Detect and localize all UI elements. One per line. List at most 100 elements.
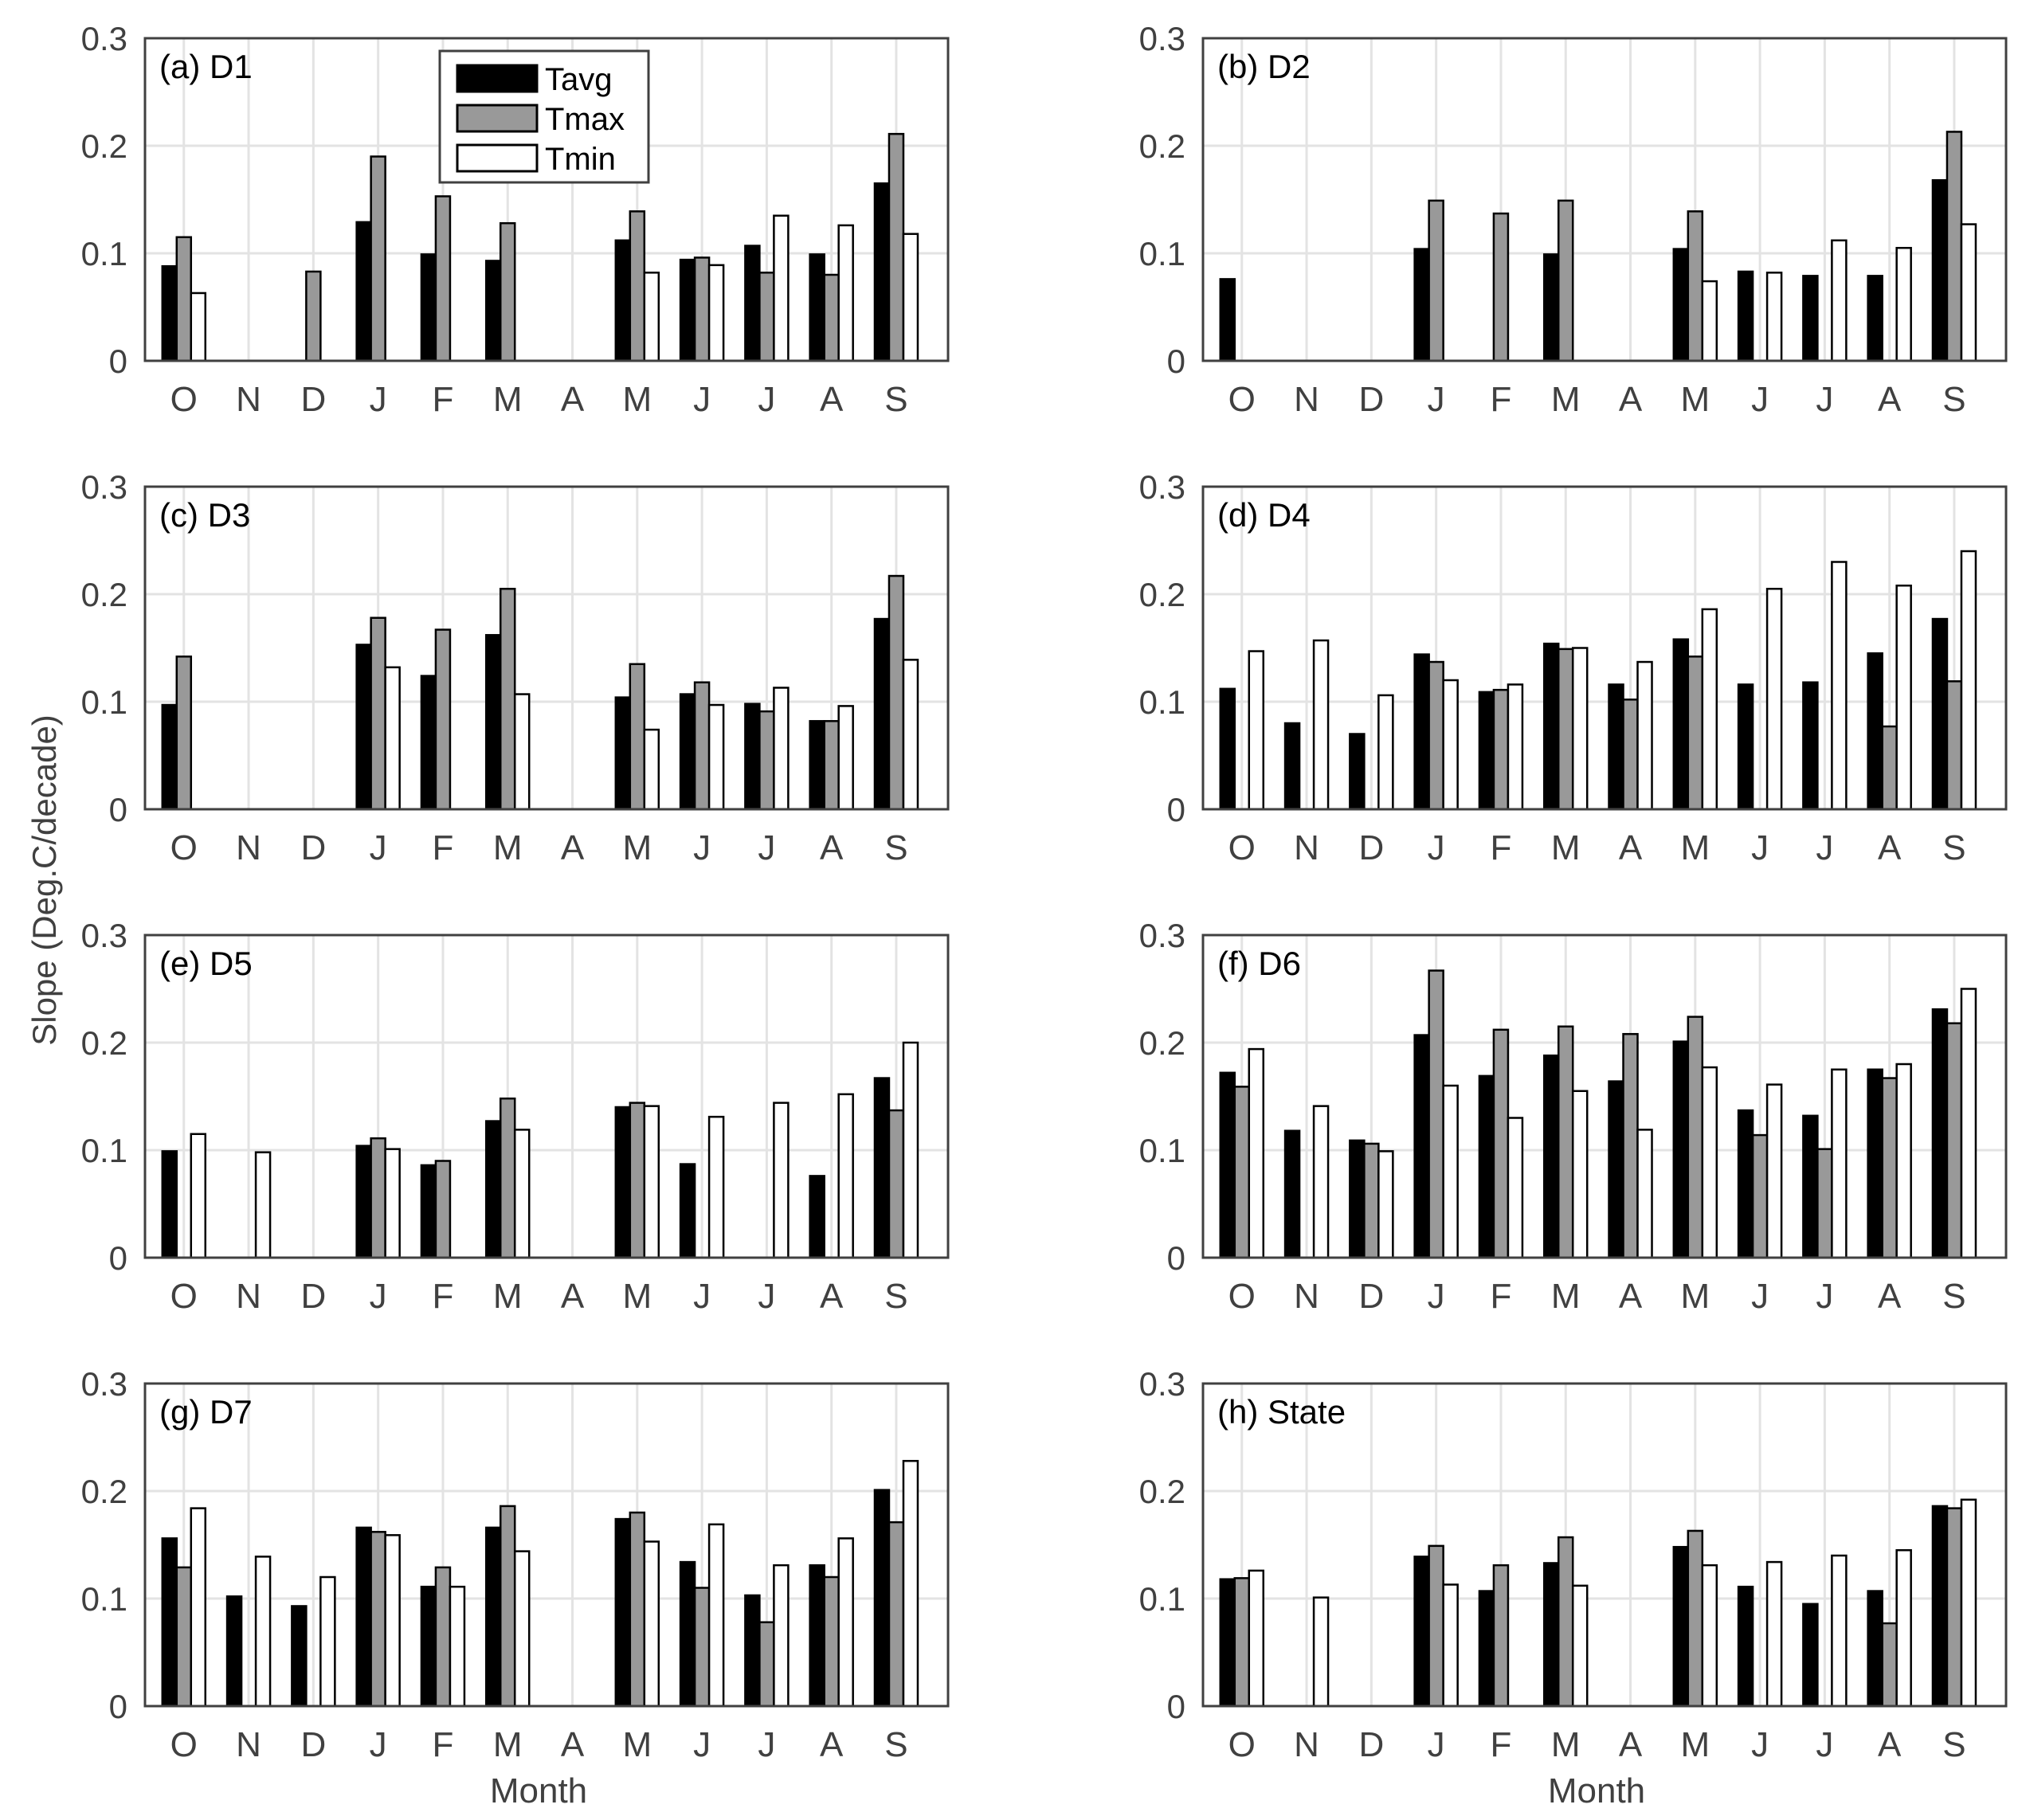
y-tick-label: 0 <box>1167 1239 1185 1277</box>
x-tick-label: J <box>1428 1277 1445 1316</box>
bar-tavg-m-6 <box>1542 1562 1560 1708</box>
x-tick-label: D <box>300 828 326 867</box>
x-tick-label: A <box>820 380 844 419</box>
bar-tmax-d-3 <box>1363 1142 1380 1259</box>
x-tick-label: A <box>561 828 585 867</box>
bar-tmin-j-10 <box>1831 1068 1848 1259</box>
bar-tmax-j-4 <box>1428 1544 1444 1708</box>
y-tick-label: 0.1 <box>81 1580 127 1618</box>
y-tick-label: 0.3 <box>81 468 127 506</box>
x-tick-label: A <box>1619 1277 1643 1316</box>
x-tick-label: A <box>1878 1277 1902 1316</box>
bar-tmin-o-1 <box>190 1507 207 1708</box>
bar-tavg-j-4 <box>1413 1556 1430 1708</box>
x-tick-label: F <box>1490 1277 1511 1316</box>
bar-tmin-m-8 <box>1701 1564 1718 1708</box>
y-tick-label: 0.3 <box>81 917 127 954</box>
x-tick-label: J <box>1428 828 1445 867</box>
bar-tmin-j-9 <box>1765 1560 1783 1708</box>
x-tick-label: S <box>884 828 907 867</box>
bar-tavg-f-5 <box>420 253 437 362</box>
bar-tmin-n-2 <box>1312 1105 1330 1259</box>
bar-tmin-j-9 <box>1765 272 1783 362</box>
bar-tmin-s-12 <box>1960 1498 1977 1708</box>
bar-tmin-j-9 <box>707 1523 725 1708</box>
bar-tavg-m-6 <box>484 1526 502 1708</box>
bar-tavg-f-5 <box>1478 1074 1495 1259</box>
bar-tavg-m-6 <box>1542 253 1560 362</box>
y-tick-label: 0.3 <box>1139 917 1185 954</box>
legend-swatch-tmin <box>456 143 539 173</box>
panel-title: (h) State <box>1217 1393 1346 1431</box>
bar-tavg-j-9 <box>1737 270 1754 362</box>
bar-tmin-j-9 <box>1765 1083 1783 1259</box>
y-tick-label: 0 <box>109 1239 127 1277</box>
bar-tmin-d-3 <box>319 1575 336 1708</box>
x-tick-label: J <box>1816 380 1833 419</box>
bar-tavg-j-4 <box>1413 248 1430 362</box>
y-tick-label: 0.3 <box>81 20 127 57</box>
bar-tmax-m-8 <box>629 210 646 362</box>
x-tick-label: M <box>1680 1277 1710 1316</box>
legend-label-tmax: Tmax <box>545 102 625 137</box>
x-tick-label: S <box>1942 380 1965 419</box>
y-axis-label: Slope (Deg.C/decade) <box>25 714 63 1046</box>
bar-tavg-a-11 <box>1867 652 1883 811</box>
x-tick-label: A <box>1878 1725 1902 1764</box>
bar-tmin-a-11 <box>1895 1063 1912 1259</box>
bar-tmax-m-6 <box>1557 1536 1574 1708</box>
bar-tmax-a-7 <box>1622 699 1639 811</box>
bar-tmax-m-6 <box>499 588 516 811</box>
x-tick-label: J <box>693 1725 711 1764</box>
y-tick-label: 0.2 <box>81 1473 127 1510</box>
bar-tmin-s-12 <box>1960 550 1977 811</box>
bar-tmin-s-12 <box>1960 988 1977 1259</box>
bar-tmax-f-5 <box>434 195 452 362</box>
x-tick-label: M <box>622 828 652 867</box>
bar-tavg-j-10 <box>1802 681 1819 811</box>
bar-tavg-a-11 <box>809 720 825 811</box>
y-tick-label: 0.3 <box>1139 468 1185 506</box>
x-tick-label: M <box>1680 380 1710 419</box>
bar-tmax-j-4 <box>1428 969 1444 1259</box>
bar-tmax-d-3 <box>305 270 322 362</box>
y-tick-label: 0.1 <box>1139 1132 1185 1169</box>
bar-tavg-f-5 <box>420 1585 437 1708</box>
bar-tavg-d-3 <box>291 1605 308 1708</box>
bar-tavg-a-11 <box>1867 1068 1883 1259</box>
y-tick-label: 0.1 <box>1139 683 1185 721</box>
x-tick-label: M <box>1551 1725 1581 1764</box>
bar-tmax-j-9 <box>693 1587 711 1708</box>
bar-tmin-s-12 <box>1960 223 1977 362</box>
x-tick-label: A <box>820 1277 844 1316</box>
bar-tmax-o-1 <box>1233 1577 1251 1708</box>
bar-tmax-a-11 <box>1881 725 1898 811</box>
bar-tavg-m-6 <box>484 1120 502 1259</box>
x-tick-label: J <box>370 380 387 419</box>
x-tick-label: J <box>1428 1725 1445 1764</box>
x-tick-label: J <box>758 1277 775 1316</box>
axes-frame <box>143 933 950 1259</box>
bar-tavg-o-1 <box>161 1537 178 1708</box>
bar-tmin-a-11 <box>837 1093 854 1259</box>
y-tick-label: 0.3 <box>1139 1365 1185 1403</box>
x-tick-label: A <box>1619 380 1643 419</box>
bar-tmax-j-10 <box>1816 1148 1833 1259</box>
x-tick-label: A <box>1619 1725 1643 1764</box>
bar-tmin-j-9 <box>1765 588 1783 811</box>
bar-tavg-j-4 <box>1413 1034 1430 1259</box>
bar-tmax-f-5 <box>1492 1564 1510 1708</box>
bar-tmin-j-9 <box>707 703 725 811</box>
bar-tmin-m-6 <box>513 1129 531 1259</box>
y-tick-label: 0 <box>1167 791 1185 828</box>
bar-tavg-j-10 <box>1802 1114 1819 1259</box>
bar-tavg-f-5 <box>1478 1590 1495 1708</box>
bar-tmax-f-5 <box>434 628 452 811</box>
bar-tmin-a-11 <box>1895 1549 1912 1708</box>
bar-tavg-a-7 <box>1608 683 1624 811</box>
x-tick-label: F <box>1490 828 1511 867</box>
x-tick-label: N <box>236 380 261 419</box>
bar-tmin-o-1 <box>1248 1569 1265 1708</box>
y-tick-label: 0.2 <box>1139 576 1185 613</box>
x-tick-label: M <box>493 1725 523 1764</box>
